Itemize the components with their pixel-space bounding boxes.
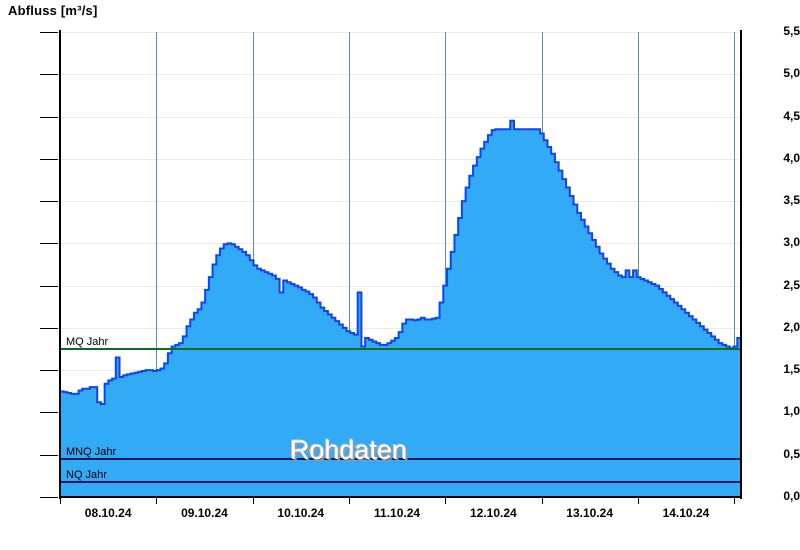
y-axis-tick	[40, 286, 58, 287]
y-axis-tick	[40, 32, 58, 33]
y-axis-tick	[40, 74, 58, 75]
x-axis-tick	[156, 497, 157, 504]
y-axis-label: 4,0	[754, 151, 800, 165]
reference-line-label: MNQ Jahr	[66, 446, 116, 459]
x-axis-tick	[253, 497, 254, 504]
x-axis-label: 13.10.24	[566, 506, 613, 520]
y-axis-label: 0,0	[754, 489, 800, 503]
y-axis-label: 2,0	[754, 320, 800, 334]
x-axis-label: 14.10.24	[663, 506, 710, 520]
x-axis-tick	[638, 497, 639, 504]
y-axis-tick	[40, 328, 58, 329]
y-axis-label: 2,5	[754, 278, 800, 292]
chart-title: Abfluss [m³/s]	[8, 3, 97, 18]
x-axis-label: 10.10.24	[277, 506, 324, 520]
reference-line	[60, 458, 741, 460]
x-axis-label: 12.10.24	[470, 506, 517, 520]
y-axis-label: 5,0	[754, 66, 800, 80]
y-axis-tick	[40, 117, 58, 118]
reference-line-label: NQ Jahr	[66, 469, 107, 482]
x-axis-label: 08.10.24	[85, 506, 132, 520]
y-axis-label: 1,0	[754, 404, 800, 418]
x-axis-line	[59, 496, 742, 498]
reference-line-label: MQ Jahr	[66, 336, 108, 349]
plot-area: MQ Jahr MNQ Jahr NQ Jahr	[60, 32, 741, 497]
y-axis-tick	[40, 370, 58, 371]
area-fill	[60, 121, 741, 497]
x-axis-tick	[734, 497, 735, 504]
y-axis-label: 1,5	[754, 362, 800, 376]
x-axis-label: 11.10.24	[374, 506, 420, 520]
hydrograph-chart: Abfluss [m³/s] 5,5 5,0 4,5 4,0 3,5 3,0 2,5 2,0 1…	[0, 0, 800, 550]
x-axis-tick	[542, 497, 543, 504]
reference-line	[60, 348, 741, 350]
y-axis-label: 5,5	[754, 24, 800, 38]
y-axis-tick	[40, 497, 58, 498]
y-axis-label: 3,0	[754, 235, 800, 249]
y-axis-line	[59, 30, 61, 499]
x-axis-label: 09.10.24	[181, 506, 228, 520]
discharge-area-series	[60, 32, 741, 497]
y-axis-label: 3,5	[754, 193, 800, 207]
reference-line	[60, 481, 741, 483]
y-axis-tick	[40, 455, 58, 456]
y-axis-tick	[40, 412, 58, 413]
y-axis-tick	[40, 201, 58, 202]
y-axis-tick	[40, 159, 58, 160]
y-axis-label: 0,5	[754, 447, 800, 461]
y-axis-label: 4,5	[754, 109, 800, 123]
plot-right-border	[740, 30, 742, 499]
x-axis-tick	[60, 497, 61, 504]
y-axis-tick	[40, 243, 58, 244]
x-axis-tick	[349, 497, 350, 504]
x-axis-tick	[445, 497, 446, 504]
